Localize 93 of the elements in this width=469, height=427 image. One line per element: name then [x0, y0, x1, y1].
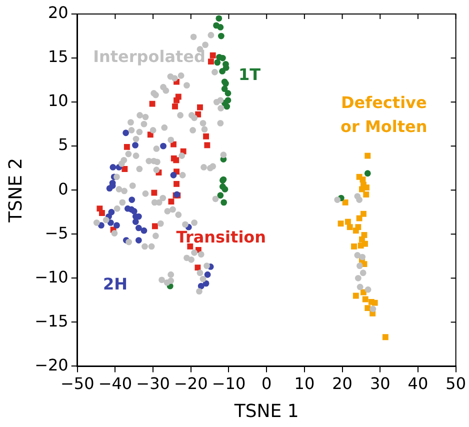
point [222, 64, 230, 71]
point [362, 296, 368, 302]
point [204, 142, 210, 148]
x-tick-label: 20 [332, 374, 352, 393]
point [217, 192, 224, 199]
point [122, 166, 128, 172]
y-tick-label: −10 [34, 267, 68, 286]
point [170, 141, 176, 148]
y-tick-label: −15 [34, 311, 68, 330]
point [124, 144, 130, 150]
point [224, 90, 232, 96]
point [135, 237, 142, 244]
point [363, 192, 370, 198]
point [122, 130, 130, 136]
point [364, 305, 371, 312]
point [358, 242, 364, 249]
point [338, 220, 344, 227]
x-tick-label: 30 [370, 374, 390, 393]
y-tick-label: 5 [58, 135, 68, 154]
series-label: Interpolated [93, 47, 206, 66]
point [358, 186, 365, 192]
point [98, 222, 104, 229]
point [217, 24, 224, 30]
x-tick-label: −30 [136, 374, 170, 393]
point [224, 103, 230, 110]
point [356, 215, 362, 222]
series-label: 1T [238, 64, 261, 84]
point [198, 282, 204, 290]
point [208, 58, 214, 65]
point [110, 164, 116, 170]
point [132, 218, 139, 225]
point [172, 103, 178, 110]
point [170, 172, 177, 178]
point [352, 228, 359, 234]
point [132, 142, 138, 148]
point [114, 222, 120, 229]
point [151, 190, 158, 196]
point [174, 180, 180, 187]
x-tick-label: 40 [408, 374, 428, 393]
point [346, 224, 353, 230]
point [344, 218, 351, 225]
point [214, 59, 221, 66]
point [135, 224, 142, 232]
point [168, 198, 174, 205]
point [107, 219, 114, 226]
x-tick-label: −50 [60, 374, 94, 393]
point [364, 152, 371, 159]
point [219, 54, 226, 62]
point [173, 157, 180, 164]
point [174, 97, 180, 104]
y-tick-label: −5 [44, 223, 68, 242]
y-tick-label: 15 [48, 47, 68, 66]
point [219, 68, 226, 74]
point [216, 15, 222, 22]
x-axis-title: TSNE 1 [233, 400, 299, 422]
point [372, 300, 378, 306]
series-label: Defective or Molten [340, 92, 428, 136]
x-tick-label: −20 [174, 374, 208, 393]
y-tick-label: 0 [58, 179, 68, 198]
point [128, 196, 136, 203]
point [342, 199, 348, 206]
series-label: 2H [102, 274, 128, 294]
point [221, 86, 228, 92]
y-tick-label: 10 [48, 91, 68, 110]
y-axis-title: TSNE 2 [5, 158, 26, 224]
y-tick-label: 20 [48, 3, 68, 22]
series-label: Transition [176, 228, 266, 247]
point [220, 199, 228, 206]
point [222, 186, 228, 192]
point [364, 170, 371, 177]
point [352, 292, 359, 299]
point [194, 264, 201, 271]
point [197, 104, 203, 110]
y-tick-label: −20 [34, 355, 68, 374]
x-tick-label: 0 [262, 374, 272, 393]
point [210, 52, 216, 58]
point [203, 133, 210, 140]
point [382, 334, 388, 340]
point [140, 227, 148, 234]
point [149, 100, 156, 107]
point [351, 243, 357, 250]
point [187, 243, 194, 250]
x-tick-label: 10 [294, 374, 315, 393]
point [218, 32, 224, 40]
point [98, 210, 105, 216]
point [204, 271, 211, 278]
point [152, 223, 158, 230]
x-tick-label: −40 [98, 374, 132, 393]
x-tick-label: 50 [446, 374, 466, 393]
point [130, 208, 138, 214]
x-tick-label: −10 [212, 374, 246, 393]
point [360, 210, 366, 217]
point [160, 142, 166, 150]
